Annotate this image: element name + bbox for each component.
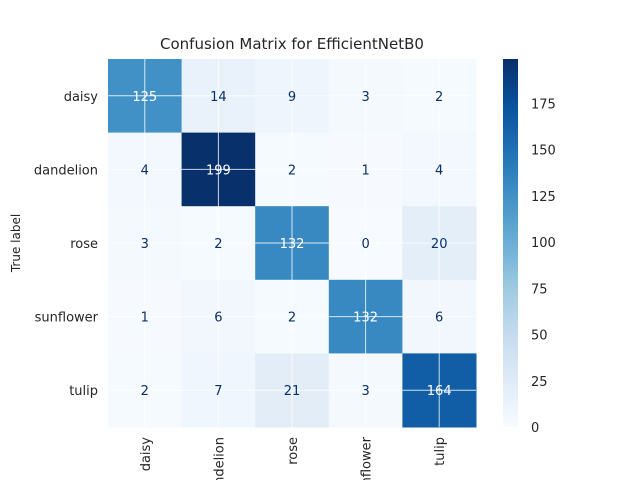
y-tick-label: sunflower (35, 311, 99, 326)
cell-value: 3 (141, 237, 149, 252)
cell-value: 2 (141, 384, 149, 399)
y-tick-label: tulip (69, 384, 98, 399)
colorbar (503, 59, 518, 427)
x-tick-label: sunflower (360, 436, 375, 480)
cell-value: 125 (132, 90, 157, 105)
x-tick-labels: daisy dandelion rose sunflower tulip (139, 436, 448, 480)
y-tick-labels: daisy dandelion rose sunflower tulip (34, 90, 99, 399)
colorbar-tick-label: 175 (531, 97, 556, 112)
cell-value: 2 (214, 237, 222, 252)
cell-value: 132 (353, 311, 378, 326)
cell-value: 1 (361, 163, 369, 178)
cell-value: 132 (280, 237, 305, 252)
cell-value: 4 (141, 163, 149, 178)
cell-value: 7 (214, 384, 222, 399)
colorbar-ticks: 0 25 50 75 100 125 150 175 (531, 97, 556, 436)
cell-value: 2 (288, 163, 296, 178)
cell-value: 1 (141, 311, 149, 326)
colorbar-tick-label: 0 (531, 421, 539, 436)
cell-value: 0 (361, 237, 369, 252)
cell-value: 4 (435, 163, 443, 178)
colorbar-tick-label: 75 (531, 282, 548, 297)
colorbar-tick-label: 50 (531, 329, 548, 344)
cell-value: 9 (288, 90, 296, 105)
x-tick-label: rose (286, 437, 301, 465)
heatmap-grid (108, 59, 476, 427)
colorbar-tick-label: 125 (531, 190, 556, 205)
cell-value: 3 (361, 90, 369, 105)
y-axis-label: True label (9, 214, 23, 273)
y-tick-label: daisy (64, 90, 99, 105)
colorbar-tick-label: 100 (531, 236, 556, 251)
colorbar-tick-label: 150 (531, 144, 556, 159)
cell-value: 3 (361, 384, 369, 399)
y-tick-label: rose (70, 237, 98, 252)
cell-value: 164 (427, 384, 452, 399)
colorbar-tick-label: 25 (531, 375, 548, 390)
y-tick-label: dandelion (34, 163, 98, 178)
cell-value: 21 (284, 384, 301, 399)
cell-value: 2 (435, 90, 443, 105)
cell-value: 6 (214, 311, 222, 326)
cell-value: 2 (288, 311, 296, 326)
x-tick-label: tulip (433, 437, 448, 466)
cell-value: 20 (431, 237, 448, 252)
cell-value-labels: 125 14 9 3 24 199 2 1 43 2 132 0 201 6 2 132 62 7 21 3 164 (132, 90, 451, 399)
x-tick-label: dandelion (212, 437, 227, 480)
cell-value: 14 (210, 90, 227, 105)
cell-value: 199 (206, 163, 231, 178)
cell-value: 6 (435, 311, 443, 326)
x-tick-label: daisy (139, 437, 154, 472)
chart-title: Confusion Matrix for EfficientNetB0 (160, 35, 424, 53)
